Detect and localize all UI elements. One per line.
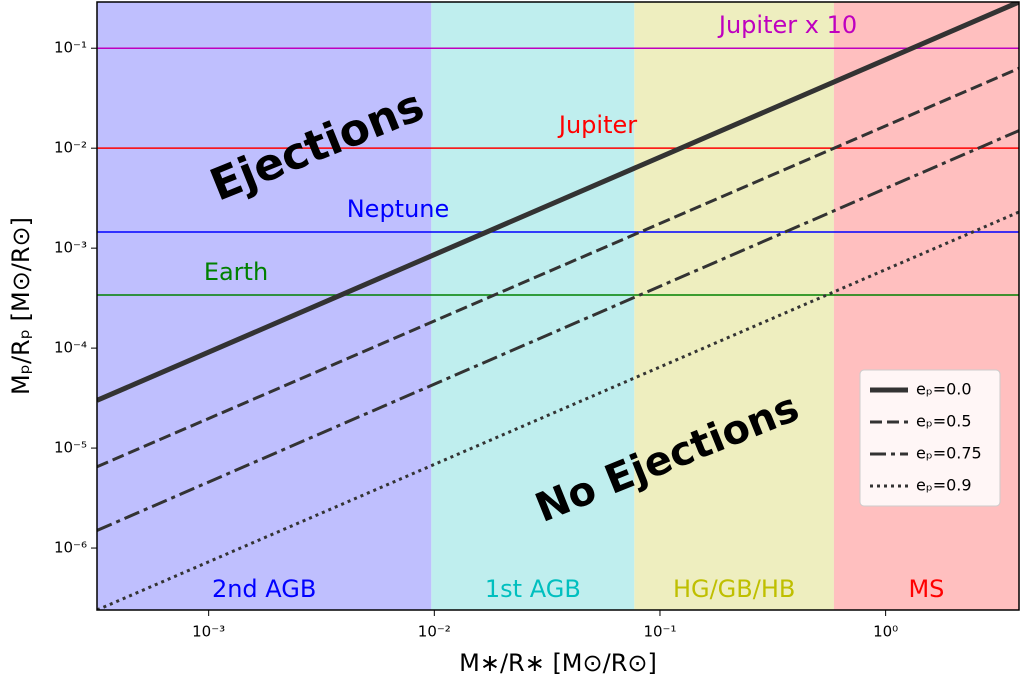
series-line xyxy=(97,129,1019,532)
y-tick-label: 10⁻⁶ xyxy=(54,539,87,557)
reference-label: Neptune xyxy=(347,195,450,223)
region-label: 1st AGB xyxy=(485,575,581,603)
region xyxy=(431,2,635,610)
reference-label: Earth xyxy=(204,258,268,286)
x-tick-label: 10⁻² xyxy=(418,623,451,641)
x-tick-label: 10⁻³ xyxy=(192,623,225,641)
legend-box xyxy=(859,369,1001,507)
reference-label: Jupiter x 10 xyxy=(717,11,857,39)
x-tick-label: 10⁻¹ xyxy=(643,623,676,641)
y-axis-label: Mₚ/Rₚ [M⊙/R⊙] xyxy=(7,217,35,395)
legend-label: eₚ=0.75 xyxy=(916,444,982,463)
y-tick-label: 10⁻⁵ xyxy=(54,439,87,457)
y-tick-label: 10⁻³ xyxy=(54,239,87,257)
region-label: MS xyxy=(908,575,944,603)
y-tick-label: 10⁻⁴ xyxy=(54,339,87,357)
legend-label: eₚ=0.9 xyxy=(916,476,972,495)
legend-label: eₚ=0.0 xyxy=(916,380,972,399)
x-axis-label: M∗/R∗ [M⊙/R⊙] xyxy=(459,649,657,677)
plot-frame xyxy=(96,1,1020,611)
series-line xyxy=(97,66,1019,469)
y-tick-label: 10⁻¹ xyxy=(54,39,87,57)
region xyxy=(97,2,432,610)
reference-label: Jupiter xyxy=(557,111,637,139)
region-label: HG/GB/HB xyxy=(673,575,795,603)
legend-label: eₚ=0.5 xyxy=(916,412,972,431)
region xyxy=(634,2,834,610)
region-label: 2nd AGB xyxy=(212,575,316,603)
region xyxy=(833,2,1019,610)
plot-area xyxy=(97,2,1019,610)
series-line xyxy=(97,2,1019,403)
y-tick-label: 10⁻² xyxy=(54,139,87,157)
x-tick-label: 10⁰ xyxy=(873,623,898,641)
